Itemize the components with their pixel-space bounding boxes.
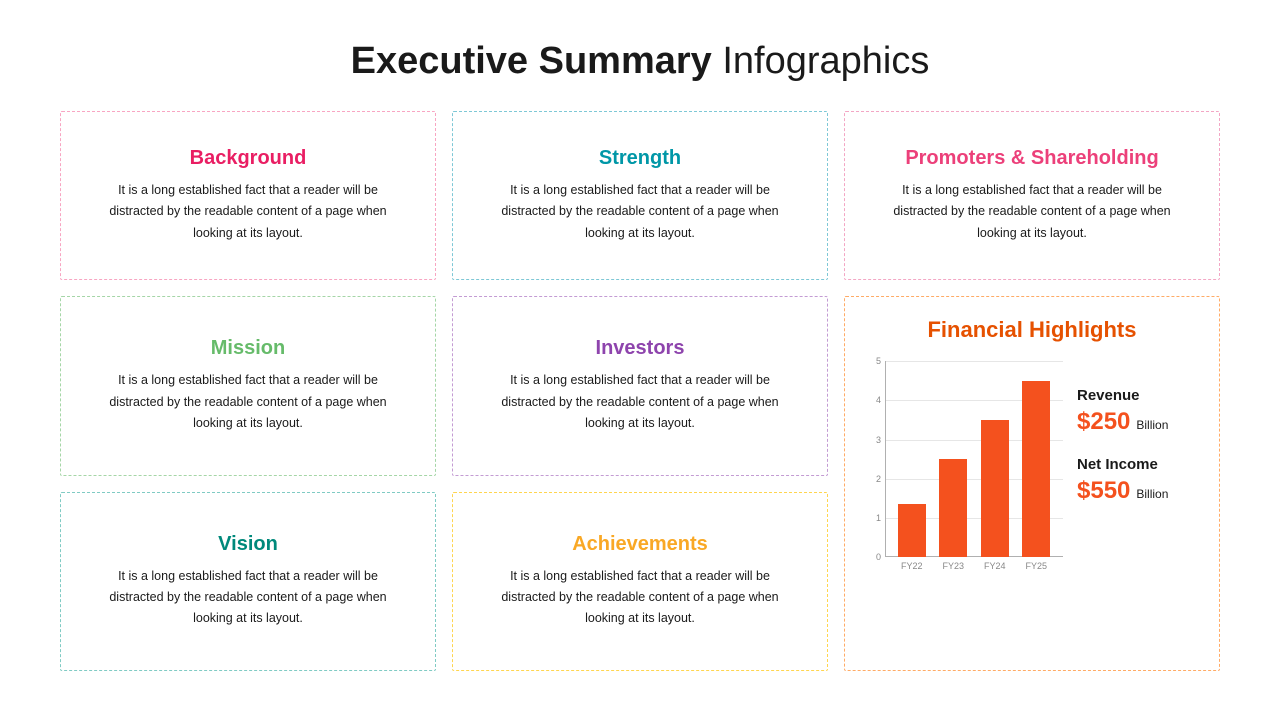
chart-ytick: 5 — [863, 356, 881, 366]
chart-bar — [981, 420, 1009, 557]
card-body: It is a long established fact that a rea… — [490, 180, 790, 244]
chart-bar — [898, 504, 926, 557]
chart-xtick: FY25 — [1022, 561, 1050, 577]
card-title: Background — [190, 147, 307, 170]
card-title: Vision — [218, 533, 278, 556]
metrics: Revenue $250 Billion Net Income $550 Bil… — [1077, 361, 1201, 515]
metric-value: $250 — [1077, 408, 1130, 436]
card-title: Financial Highlights — [927, 317, 1136, 343]
card-mission: Mission It is a long established fact th… — [60, 296, 436, 475]
metric-unit: Billion — [1136, 487, 1168, 501]
chart-bar — [1022, 381, 1050, 557]
chart-bar-column — [938, 459, 968, 557]
metric-unit: Billion — [1136, 418, 1168, 432]
card-investors: Investors It is a long established fact … — [452, 296, 828, 475]
metric-value: $550 — [1077, 477, 1130, 505]
chart-bar-column — [1021, 381, 1051, 557]
chart-ytick: 1 — [863, 513, 881, 523]
chart-xtick: FY23 — [939, 561, 967, 577]
card-title: Investors — [596, 337, 685, 360]
page: Executive Summary Infographics Backgroun… — [0, 0, 1280, 720]
bar-chart: FY22FY23FY24FY25 012345 — [863, 361, 1063, 581]
metric-label: Net Income — [1077, 456, 1201, 473]
card-body: It is a long established fact that a rea… — [490, 566, 790, 630]
chart-ytick: 4 — [863, 395, 881, 405]
metric-line: $550 Billion — [1077, 477, 1201, 505]
card-body: It is a long established fact that a rea… — [490, 370, 790, 434]
chart-ytick: 0 — [863, 552, 881, 562]
card-title: Achievements — [572, 533, 708, 556]
chart-bar-column — [897, 504, 927, 557]
card-title: Mission — [211, 337, 285, 360]
chart-wrap: FY22FY23FY24FY25 012345 — [863, 361, 1063, 581]
metric-label: Revenue — [1077, 387, 1201, 404]
chart-ytick: 2 — [863, 474, 881, 484]
card-body: It is a long established fact that a rea… — [98, 180, 398, 244]
chart-xticks: FY22 FY23 FY24 FY25 — [885, 561, 1063, 577]
card-title: Strength — [599, 147, 681, 170]
page-title: Executive Summary Infographics — [60, 40, 1220, 83]
title-bold: Executive Summary — [351, 40, 712, 82]
card-body: It is a long established fact that a rea… — [882, 180, 1182, 244]
card-promoters: Promoters & Shareholding It is a long es… — [844, 111, 1220, 280]
card-financial: Financial Highlights FY22 FY23 FY24 FY25 0 1… — [844, 296, 1220, 671]
card-strength: Strength It is a long established fact t… — [452, 111, 828, 280]
card-title: Promoters & Shareholding — [905, 147, 1158, 170]
chart-bar — [939, 459, 967, 557]
chart-xtick: FY22 — [898, 561, 926, 577]
chart-bars — [885, 361, 1063, 557]
chart-ytick: 3 — [863, 435, 881, 445]
card-vision: Vision It is a long established fact tha… — [60, 492, 436, 671]
card-body: It is a long established fact that a rea… — [98, 566, 398, 630]
metric-line: $250 Billion — [1077, 408, 1201, 436]
chart-bar-column — [980, 420, 1010, 557]
title-light: Infographics — [712, 40, 930, 82]
financial-body: FY22FY23FY24FY25 012345 Revenue $250 Bil… — [863, 361, 1201, 581]
chart-xtick: FY24 — [981, 561, 1009, 577]
card-body: It is a long established fact that a rea… — [98, 370, 398, 434]
card-achievements: Achievements It is a long established fa… — [452, 492, 828, 671]
cards-grid: Background It is a long established fact… — [60, 111, 1220, 671]
card-background: Background It is a long established fact… — [60, 111, 436, 280]
